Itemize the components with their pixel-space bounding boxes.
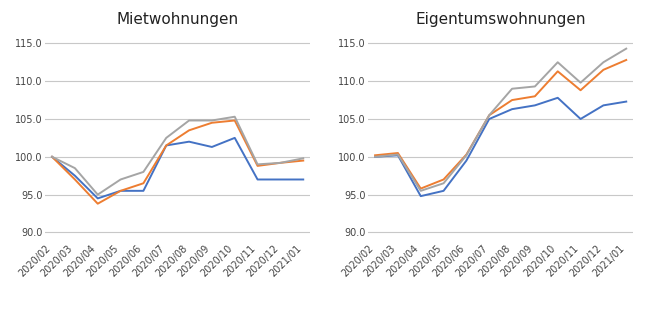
teure (577, 81, 585, 84)
Line: günstige: günstige (375, 98, 626, 196)
günstige (622, 100, 630, 103)
Line: mittelteure: mittelteure (375, 60, 626, 188)
günstige (463, 159, 470, 163)
günstige (254, 178, 262, 181)
Line: mittelteure: mittelteure (52, 121, 303, 204)
günstige (599, 103, 607, 107)
teure (554, 60, 561, 64)
mittelteure (463, 153, 470, 156)
günstige (554, 96, 561, 100)
mittelteure (599, 68, 607, 72)
mittelteure (140, 181, 147, 185)
günstige (140, 189, 147, 193)
günstige (440, 189, 448, 193)
mittelteure (299, 159, 307, 163)
mittelteure (208, 121, 216, 125)
mittelteure (276, 161, 284, 165)
mittelteure (254, 164, 262, 168)
teure (371, 155, 379, 159)
günstige (531, 103, 539, 107)
mittelteure (440, 178, 448, 181)
günstige (231, 136, 238, 140)
mittelteure (417, 187, 424, 190)
günstige (48, 155, 56, 159)
teure (185, 119, 193, 123)
teure (599, 60, 607, 64)
günstige (208, 145, 216, 149)
teure (299, 156, 307, 160)
teure (485, 113, 493, 117)
teure (162, 136, 170, 140)
Line: teure: teure (375, 49, 626, 191)
mittelteure (622, 58, 630, 62)
mittelteure (508, 98, 516, 102)
Title: Mietwohnungen: Mietwohnungen (116, 12, 239, 27)
günstige (276, 178, 284, 181)
teure (417, 189, 424, 193)
günstige (508, 107, 516, 111)
günstige (417, 194, 424, 198)
günstige (117, 189, 125, 193)
teure (463, 153, 470, 157)
teure (94, 193, 101, 196)
mittelteure (485, 113, 493, 117)
teure (276, 161, 284, 165)
mittelteure (162, 144, 170, 148)
mittelteure (577, 88, 585, 92)
günstige (162, 144, 170, 148)
teure (117, 178, 125, 181)
mittelteure (48, 155, 56, 159)
mittelteure (185, 128, 193, 132)
Line: teure: teure (52, 117, 303, 195)
teure (508, 87, 516, 91)
teure (48, 155, 56, 159)
mittelteure (371, 153, 379, 157)
mittelteure (394, 151, 402, 155)
teure (394, 153, 402, 156)
mittelteure (554, 69, 561, 73)
Line: günstige: günstige (52, 138, 303, 198)
teure (231, 115, 238, 119)
günstige (71, 174, 79, 178)
mittelteure (94, 202, 101, 206)
teure (208, 119, 216, 123)
Title: Eigentumswohnungen: Eigentumswohnungen (415, 12, 586, 27)
günstige (485, 117, 493, 121)
günstige (371, 155, 379, 159)
teure (440, 181, 448, 185)
günstige (577, 117, 585, 121)
günstige (299, 178, 307, 181)
mittelteure (71, 178, 79, 181)
teure (531, 84, 539, 88)
teure (622, 47, 630, 51)
günstige (185, 140, 193, 144)
mittelteure (117, 189, 125, 193)
teure (71, 166, 79, 170)
teure (140, 170, 147, 174)
günstige (394, 153, 402, 157)
mittelteure (231, 119, 238, 123)
mittelteure (531, 94, 539, 98)
günstige (94, 196, 101, 200)
teure (254, 163, 262, 166)
